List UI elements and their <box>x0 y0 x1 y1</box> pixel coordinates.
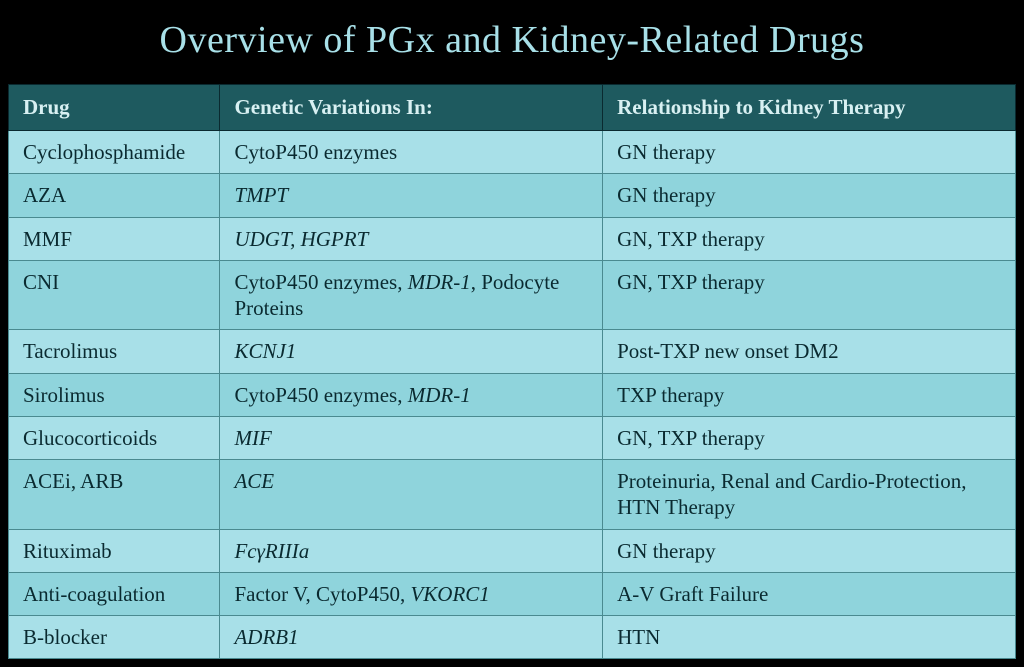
pgx-table: Drug Genetic Variations In: Relationship… <box>8 84 1016 659</box>
col-header-drug: Drug <box>9 85 220 131</box>
table-row: B-blockerADRB1HTN <box>9 616 1016 659</box>
cell-drug: CNI <box>9 260 220 330</box>
slide: Overview of PGx and Kidney-Related Drugs… <box>0 0 1024 658</box>
cell-drug: Glucocorticoids <box>9 416 220 459</box>
cell-drug: Anti-coagulation <box>9 572 220 615</box>
page-title: Overview of PGx and Kidney-Related Drugs <box>0 18 1024 62</box>
table-row: MMFUDGT, HGPRTGN, TXP therapy <box>9 217 1016 260</box>
title-bar: Overview of PGx and Kidney-Related Drugs <box>0 0 1024 84</box>
cell-drug: AZA <box>9 174 220 217</box>
cell-rel: Proteinuria, Renal and Cardio-Protection… <box>603 460 1016 530</box>
table-row: SirolimusCytoP450 enzymes, MDR-1TXP ther… <box>9 373 1016 416</box>
table-row: GlucocorticoidsMIFGN, TXP therapy <box>9 416 1016 459</box>
table-wrap: Drug Genetic Variations In: Relationship… <box>0 84 1024 667</box>
cell-gene: UDGT, HGPRT <box>220 217 603 260</box>
cell-rel: TXP therapy <box>603 373 1016 416</box>
cell-drug: Sirolimus <box>9 373 220 416</box>
table-header-row: Drug Genetic Variations In: Relationship… <box>9 85 1016 131</box>
cell-gene: CytoP450 enzymes <box>220 131 603 174</box>
cell-rel: A-V Graft Failure <box>603 572 1016 615</box>
col-header-gene: Genetic Variations In: <box>220 85 603 131</box>
table-row: Anti-coagulationFactor V, CytoP450, VKOR… <box>9 572 1016 615</box>
cell-gene: FcγRIIIa <box>220 529 603 572</box>
cell-gene: KCNJ1 <box>220 330 603 373</box>
cell-gene: ADRB1 <box>220 616 603 659</box>
cell-gene: MIF <box>220 416 603 459</box>
cell-rel: GN therapy <box>603 131 1016 174</box>
cell-gene: ACE <box>220 460 603 530</box>
cell-rel: GN, TXP therapy <box>603 217 1016 260</box>
cell-gene: CytoP450 enzymes, MDR-1 <box>220 373 603 416</box>
table-body: CyclophosphamideCytoP450 enzymesGN thera… <box>9 131 1016 659</box>
cell-rel: GN therapy <box>603 529 1016 572</box>
cell-drug: Rituximab <box>9 529 220 572</box>
cell-gene: Factor V, CytoP450, VKORC1 <box>220 572 603 615</box>
cell-drug: B-blocker <box>9 616 220 659</box>
cell-rel: HTN <box>603 616 1016 659</box>
table-row: ACEi, ARBACEProteinuria, Renal and Cardi… <box>9 460 1016 530</box>
cell-drug: ACEi, ARB <box>9 460 220 530</box>
cell-gene: TMPT <box>220 174 603 217</box>
cell-rel: GN, TXP therapy <box>603 416 1016 459</box>
cell-drug: Cyclophosphamide <box>9 131 220 174</box>
cell-rel: GN, TXP therapy <box>603 260 1016 330</box>
table-row: RituximabFcγRIIIaGN therapy <box>9 529 1016 572</box>
table-row: CyclophosphamideCytoP450 enzymesGN thera… <box>9 131 1016 174</box>
table-row: AZATMPTGN therapy <box>9 174 1016 217</box>
table-row: CNICytoP450 enzymes, MDR-1, Podocyte Pro… <box>9 260 1016 330</box>
col-header-rel: Relationship to Kidney Therapy <box>603 85 1016 131</box>
cell-gene: CytoP450 enzymes, MDR-1, Podocyte Protei… <box>220 260 603 330</box>
cell-rel: Post-TXP new onset DM2 <box>603 330 1016 373</box>
cell-drug: MMF <box>9 217 220 260</box>
table-row: TacrolimusKCNJ1Post-TXP new onset DM2 <box>9 330 1016 373</box>
cell-drug: Tacrolimus <box>9 330 220 373</box>
cell-rel: GN therapy <box>603 174 1016 217</box>
